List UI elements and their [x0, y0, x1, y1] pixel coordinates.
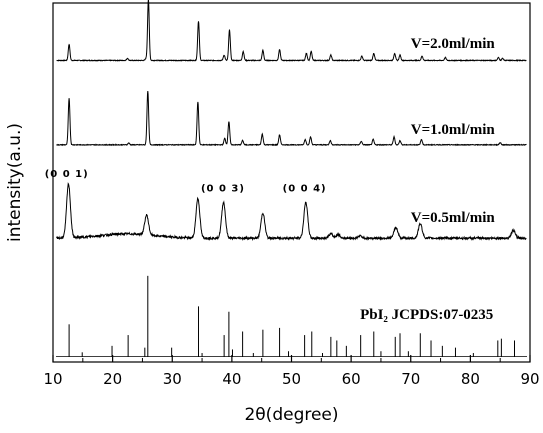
- x-tick-label: 50: [282, 370, 301, 388]
- peak-index-label: (0 0 4): [283, 183, 327, 194]
- x-tick-label: 10: [43, 370, 62, 388]
- x-tick-label: 20: [103, 370, 122, 388]
- series-layer: [55, 0, 528, 358]
- series-label: V=0.5ml/min: [411, 210, 496, 226]
- x-tick-label: 40: [222, 370, 241, 388]
- reference-pattern: [55, 275, 528, 358]
- peak-index-label: (0 0 1): [45, 169, 89, 180]
- peak-index-label: (0 0 3): [201, 183, 245, 194]
- x-tick-label: 80: [461, 370, 480, 388]
- x-tick-label: 90: [520, 370, 539, 388]
- series-label: V=1.0ml/min: [411, 122, 496, 138]
- series-v2-0-line: [56, 0, 527, 63]
- x-tick-label: 60: [342, 370, 361, 388]
- axis-layer: 10 20 30 40 50 60 70 80 90: [43, 355, 540, 388]
- x-tick-label: 70: [401, 370, 420, 388]
- annotation-layer: V=2.0ml/min V=1.0ml/min V=0.5ml/min PbI₂ JC…: [45, 36, 496, 323]
- y-axis-title: intensity(a.u.): [5, 123, 25, 242]
- series-label: V=2.0ml/min: [411, 36, 496, 52]
- series-v1-0-line: [56, 90, 527, 147]
- x-tick-label: 30: [163, 370, 182, 388]
- series-label: PbI₂ JCPDS:07-0235: [360, 307, 493, 323]
- series-v0-5-line: [56, 182, 527, 242]
- x-axis-title: 2θ(degree): [244, 405, 338, 425]
